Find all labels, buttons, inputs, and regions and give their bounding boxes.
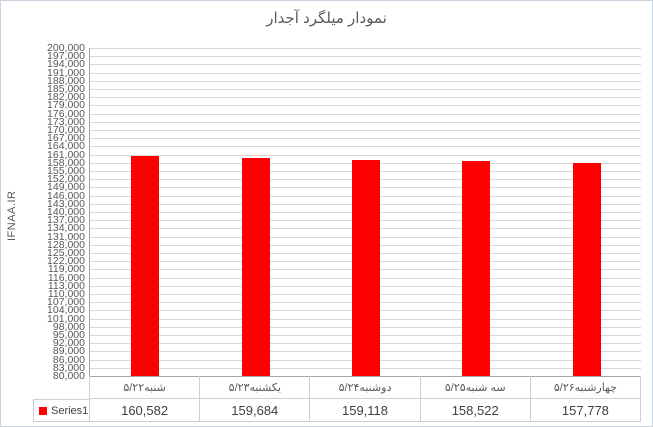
y-tick-label: 200,000 (47, 42, 85, 54)
y-tick-label: 119,000 (47, 263, 85, 276)
y-tick-label: 134,000 (47, 222, 85, 235)
y-tick-label: 107,000 (47, 296, 85, 309)
y-tick-label: 164,000 (47, 140, 85, 153)
y-tick-label: 125,000 (47, 247, 85, 259)
gridline (90, 130, 641, 131)
category-header-cell: دوشنبه۵/۲۴ (310, 376, 421, 399)
y-tick-label: 167,000 (47, 132, 85, 145)
bar-series1-2 (241, 158, 270, 376)
y-tick-label: 137,000 (47, 214, 85, 227)
category-header-cell: سه شنبه۵/۲۵ (420, 376, 531, 399)
y-tick-label: 194,000 (47, 58, 85, 71)
gridline (90, 105, 641, 107)
y-axis-tick-labels: 200,000 197,000 194,000 191,000 188,000 185,0… (1, 1, 85, 426)
y-tick-label: 176,000 (47, 107, 85, 120)
y-tick-label: 146,000 (47, 189, 85, 202)
gridline (90, 113, 641, 115)
y-tick-label: 104,000 (47, 304, 85, 317)
y-tick-label: 86,000 (52, 353, 85, 366)
y-tick-label: 116,000 (47, 271, 85, 284)
gridline (90, 72, 641, 74)
y-tick-label: 83,000 (52, 361, 85, 374)
legend-marker-icon (39, 406, 47, 415)
y-tick-label: 80,000 (52, 370, 85, 382)
y-tick-label: 89,000 (52, 345, 85, 358)
legend-series-label: Series1 (51, 404, 89, 417)
y-tick-label: 182,000 (47, 91, 85, 104)
y-tick-label: 188,000 (47, 74, 85, 87)
value-cell: 159,118 (310, 399, 421, 422)
category-header-cell: شنبه۵/۲۲ (90, 376, 201, 399)
gridline (90, 121, 641, 123)
gridline (90, 48, 641, 49)
y-tick-label: 158,000 (47, 156, 85, 169)
y-tick-label: 170,000 (47, 124, 85, 136)
y-tick-label: 143,000 (47, 197, 85, 210)
category-header-cell: چهارشنبه۵/۲۶ (530, 376, 642, 399)
legend-cell: Series1 (33, 399, 89, 422)
y-tick-label: 179,000 (47, 99, 85, 112)
y-tick-label: 197,000 (47, 50, 85, 63)
value-cell: 160,582 (90, 399, 201, 422)
y-tick-label: 149,000 (47, 181, 85, 194)
y-tick-label: 152,000 (47, 173, 85, 186)
y-tick-label: 161,000 (47, 148, 85, 161)
value-cell: 157,778 (530, 399, 642, 422)
bar-series1-3 (352, 159, 380, 376)
plot-area (89, 48, 641, 377)
y-tick-label: 110,000 (47, 288, 85, 300)
bar-series1-1 (131, 155, 160, 376)
gridline (90, 89, 641, 90)
bar-series1-4 (462, 161, 491, 376)
gridline (90, 56, 641, 58)
y-tick-label: 185,000 (47, 83, 85, 95)
y-tick-label: 98,000 (52, 320, 85, 333)
y-tick-label: 173,000 (47, 115, 85, 128)
y-tick-label: 95,000 (52, 329, 85, 341)
y-tick-label: 155,000 (47, 165, 85, 177)
chart-title: نمودار میلگرد آجدار (266, 10, 387, 27)
y-tick-label: 191,000 (47, 66, 85, 79)
gridline (90, 146, 641, 148)
y-tick-label: 131,000 (47, 230, 85, 243)
gridline (90, 64, 641, 66)
bar-series1-5 (572, 163, 601, 376)
value-cell: 159,684 (200, 399, 311, 422)
category-header-cell: یکشنبه۵/۲۳ (200, 376, 311, 399)
y-tick-label: 140,000 (47, 206, 85, 218)
gridline (90, 97, 641, 99)
y-tick-label: 122,000 (47, 255, 85, 268)
y-tick-label: 101,000 (47, 312, 85, 325)
data-table-value-row: 160,582 159,684 159,118 158,522 157,778 (89, 399, 642, 422)
gridline (90, 154, 641, 156)
x-axis-category-row: شنبه۵/۲۲ یکشنبه۵/۲۳ دوشنبه۵/۲۴ سه شنبه۵/۲۵ چ… (89, 376, 642, 399)
gridline (90, 80, 641, 82)
value-cell: 158,522 (420, 399, 531, 422)
y-tick-label: 113,000 (47, 279, 85, 292)
gridline (90, 138, 641, 140)
y-tick-label: 92,000 (52, 337, 85, 350)
y-tick-label: 128,000 (47, 238, 85, 251)
